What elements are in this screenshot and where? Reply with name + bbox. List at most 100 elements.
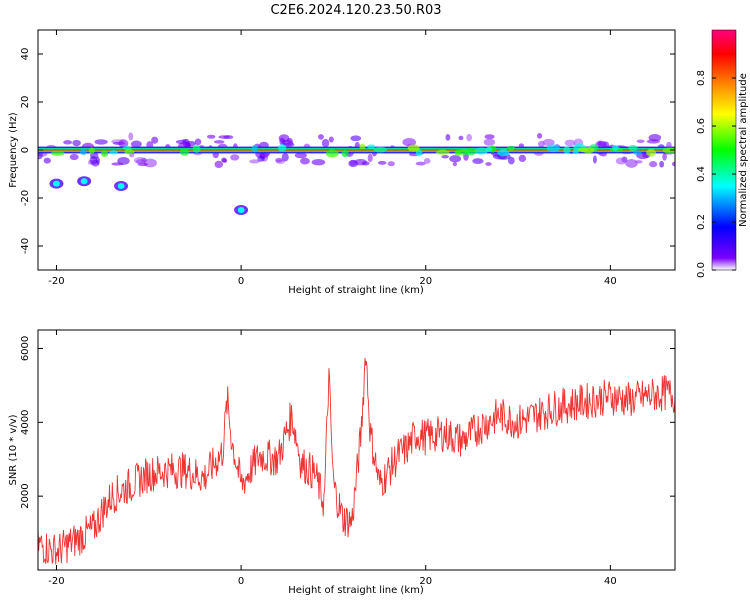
y-tick-label: 4000 <box>20 410 31 435</box>
spectral-halo <box>300 157 310 165</box>
spectral-halo <box>275 157 283 163</box>
spectrogram-ticks: -20 0 20 40 -40 -20 0 20 40 <box>20 30 675 287</box>
spectral-halo <box>130 140 142 148</box>
spectral-halo <box>257 155 265 162</box>
spectral-halo <box>361 161 370 166</box>
spectral-halo <box>659 160 665 168</box>
spectral-blob <box>79 148 87 156</box>
y-tick-label: 6000 <box>20 336 31 361</box>
spectral-halo <box>318 134 324 140</box>
spectral-halo <box>95 156 100 165</box>
spectral-blob <box>464 148 477 156</box>
spectral-blob <box>192 144 201 153</box>
spectral-blob <box>662 147 675 154</box>
spectral-blob <box>407 144 420 152</box>
spectral-halo <box>537 132 543 139</box>
spectral-blob <box>251 144 258 153</box>
x-tick-label: 20 <box>419 276 432 287</box>
chart-title: C2E6.2024.120.23.50.R03 <box>270 3 441 18</box>
spectral-halo <box>646 139 660 144</box>
spectral-blob <box>628 145 638 152</box>
spectral-blob <box>51 150 65 156</box>
spectral-halo <box>111 162 124 166</box>
spectrogram-panel: -20 0 20 40 -40 -20 0 20 40 Height of straight l… <box>8 29 676 296</box>
spectral-blob <box>325 149 339 158</box>
snr-panel: -20 0 20 40 2000 4000 6000 Height of straight … <box>8 329 676 596</box>
spectral-halo <box>649 161 658 168</box>
spectral-halo <box>367 153 373 163</box>
spectral-halo <box>321 138 330 148</box>
spectral-blob <box>435 149 450 155</box>
spectral-halo <box>387 161 395 167</box>
spectral-halo <box>452 162 457 167</box>
colorbar: 0.0 0.2 0.4 0.6 0.8 Normalized spectral ampl… <box>696 29 749 278</box>
y-tick-label: 0 <box>20 147 31 153</box>
spectral-halo <box>90 152 99 160</box>
spectral-halo <box>518 154 527 162</box>
spectral-halo <box>128 132 134 141</box>
spectral-halo <box>151 136 159 144</box>
spectral-halo <box>600 152 608 157</box>
snr-xlabel: Height of straight line (km) <box>288 585 424 596</box>
colorbar-gradient <box>711 29 737 271</box>
spectral-blob <box>633 150 642 155</box>
spectral-halo <box>133 157 147 165</box>
spectral-blob <box>497 149 510 157</box>
x-tick-label: 40 <box>604 576 617 587</box>
spectral-blob <box>474 147 488 155</box>
spectral-halo <box>311 159 326 166</box>
spectral-blob <box>646 149 657 157</box>
spectral-halo <box>294 152 307 159</box>
spectral-halo <box>63 140 73 145</box>
snr-line <box>38 357 675 565</box>
spectral-blob <box>507 145 515 151</box>
spectral-halo <box>483 138 496 146</box>
side-cluster-core <box>80 178 88 185</box>
spectral-halo <box>72 139 81 147</box>
spectral-halo <box>564 139 576 147</box>
spectral-halo <box>636 139 645 144</box>
spectral-halo <box>279 137 286 146</box>
spectral-blob <box>341 149 349 158</box>
snr-ticks: -20 0 20 40 2000 4000 6000 <box>20 330 675 587</box>
y-tick-label: -40 <box>20 238 31 254</box>
colorbar-tick-label: 0.2 <box>696 214 707 230</box>
spectral-halo <box>466 133 473 142</box>
spectral-halo <box>458 135 464 141</box>
spectral-halo <box>592 155 597 164</box>
spectral-blob <box>546 144 561 153</box>
spectral-halo <box>185 140 197 147</box>
spectral-halo <box>485 162 492 166</box>
spectral-blob <box>100 149 109 158</box>
spectral-blob <box>122 146 132 151</box>
y-tick-label: 2000 <box>20 483 31 508</box>
spectral-halo <box>69 153 79 161</box>
spectral-halo <box>507 156 515 165</box>
colorbar-tick-label: 0.8 <box>696 70 707 86</box>
spectral-halo <box>484 134 495 140</box>
spectral-halo <box>218 135 230 139</box>
spectrogram-xlabel: Height of straight line (km) <box>288 285 424 296</box>
spectral-halo <box>441 154 449 159</box>
spectral-halo <box>449 155 462 163</box>
x-tick-label: 20 <box>419 576 432 587</box>
x-tick-label: 0 <box>238 276 244 287</box>
spectral-halo <box>206 134 216 139</box>
snr-frame <box>37 329 676 571</box>
spectrogram-ylabel: Frequency (Hz) <box>8 112 19 188</box>
spectral-halo <box>662 152 667 161</box>
colorbar-tick-label: 0.0 <box>696 262 707 278</box>
spectral-halo <box>423 158 431 164</box>
spectral-halo <box>221 157 227 163</box>
spectral-halo <box>118 139 129 148</box>
x-tick-label: -20 <box>48 276 64 287</box>
spectral-halo <box>348 159 358 168</box>
colorbar-label: Normalized spectral amplitude <box>738 73 749 227</box>
spectral-halo <box>214 160 224 169</box>
spectral-halo <box>43 157 51 164</box>
spectral-halo <box>402 138 417 147</box>
spectral-blob <box>563 146 571 154</box>
spectral-halo <box>213 140 225 144</box>
spectral-halo <box>94 139 108 145</box>
colorbar-tick-label: 0.4 <box>696 166 707 182</box>
